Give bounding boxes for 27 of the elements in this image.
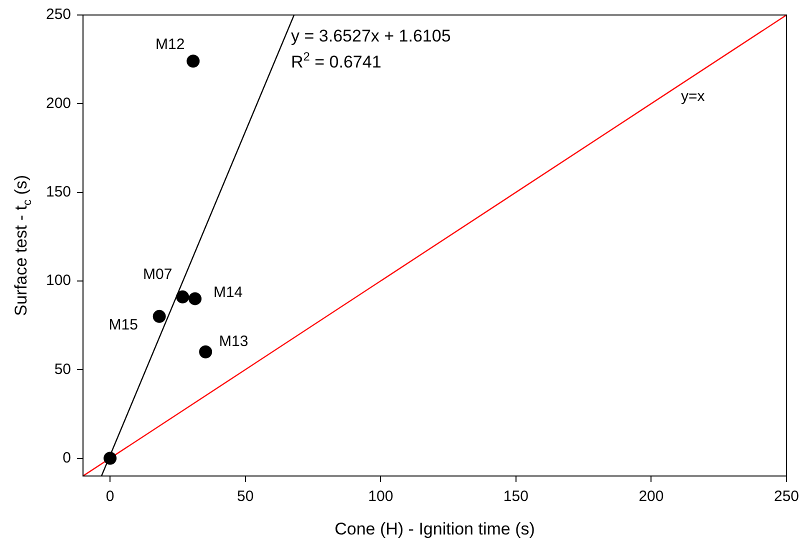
point xyxy=(176,290,190,304)
y-tick-label: 50 xyxy=(54,360,72,378)
y-tick-label: 0 xyxy=(62,449,72,466)
annotation: M15 xyxy=(108,316,138,334)
point xyxy=(104,452,117,465)
x-tick-label: 0 xyxy=(106,488,114,506)
annotation: y = 3.6527x + 1.6105 xyxy=(291,26,451,46)
x-tick-label: 50 xyxy=(237,488,254,506)
y-tick-label: 200 xyxy=(46,94,72,112)
annotation: M13 xyxy=(219,333,248,350)
x-tick-label: 250 xyxy=(774,488,799,506)
x-tick-label: 100 xyxy=(368,488,394,506)
annotation: M14 xyxy=(213,284,243,301)
annotation: M07 xyxy=(143,266,172,284)
y-axis-title: Surface test - tc (s) xyxy=(12,174,34,316)
annotation: y=x xyxy=(681,88,706,106)
y-tick-label: 150 xyxy=(46,183,72,200)
y-tick-label: 250 xyxy=(46,6,72,24)
annotation: M12 xyxy=(156,36,185,54)
x-tick-label: 150 xyxy=(503,488,528,506)
x-axis-title: Cone (H) - Ignition time (s) xyxy=(334,520,535,539)
point xyxy=(152,310,166,323)
point xyxy=(186,54,200,68)
y-tick-label: 100 xyxy=(46,272,72,290)
x-tick-label: 200 xyxy=(638,488,664,506)
point xyxy=(199,345,212,358)
point xyxy=(188,292,202,306)
